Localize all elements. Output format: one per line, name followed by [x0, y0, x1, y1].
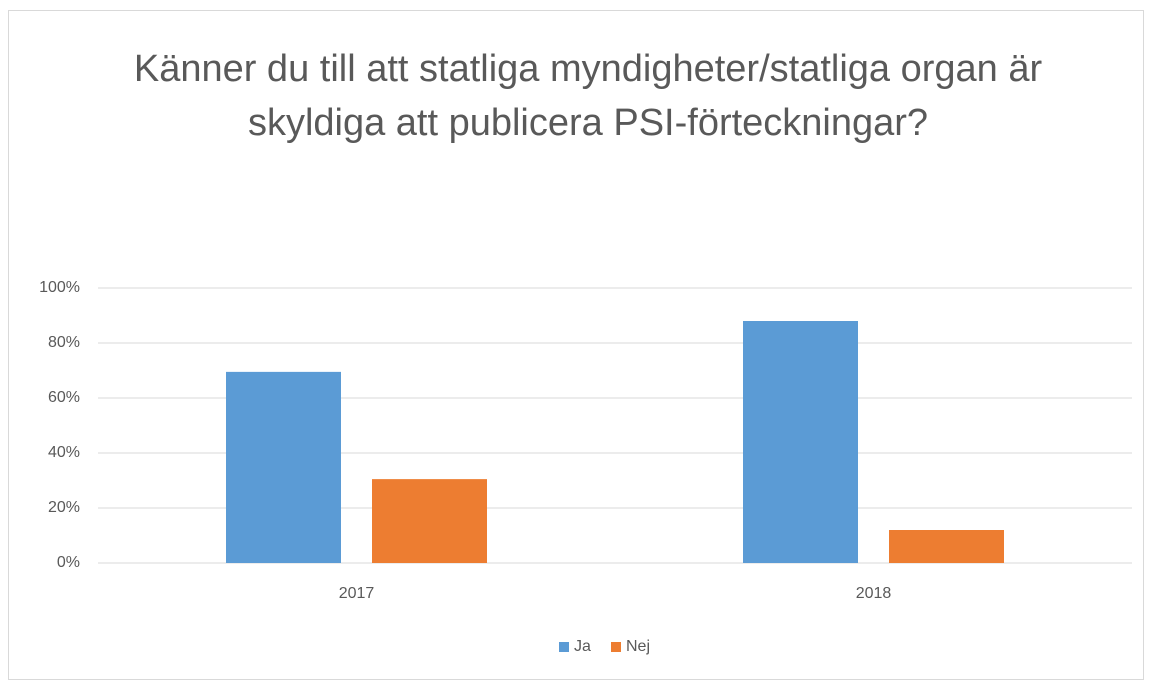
y-tick-label: 100% [39, 279, 80, 296]
x-tick-label: 2018 [856, 585, 892, 602]
y-tick-label: 20% [48, 499, 80, 516]
y-tick-label: 60% [48, 389, 80, 406]
bar [372, 479, 487, 563]
legend-swatch [559, 642, 569, 652]
y-tick-label: 40% [48, 444, 80, 461]
y-tick-label: 80% [48, 334, 80, 351]
x-tick-label: 2017 [339, 585, 375, 602]
legend-swatch [611, 642, 621, 652]
bar [226, 371, 341, 563]
y-tick-label: 0% [57, 554, 80, 571]
bar [889, 530, 1004, 563]
chart-title: Känner du till att statliga myndigheter/… [133, 48, 1043, 144]
legend-label: Ja [574, 638, 591, 655]
legend-label: Nej [626, 638, 650, 655]
bar [743, 321, 858, 563]
